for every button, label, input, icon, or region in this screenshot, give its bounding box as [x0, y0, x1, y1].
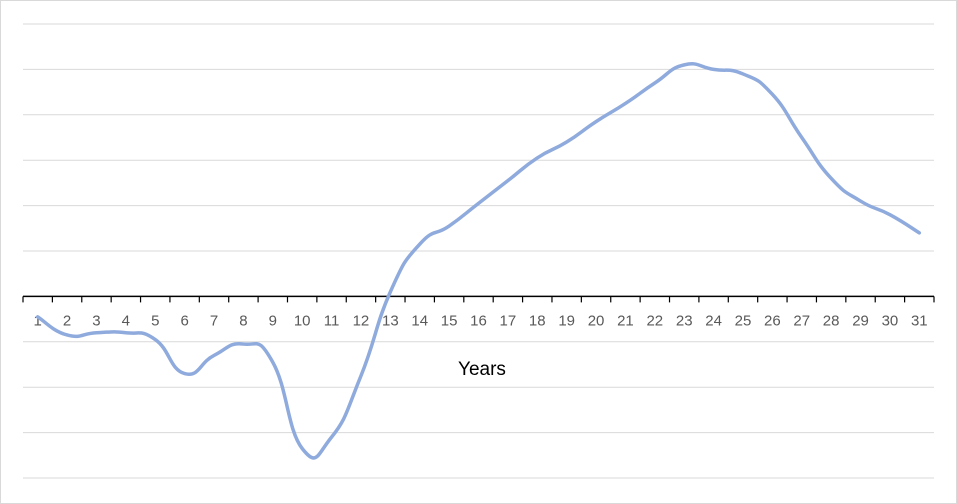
- data-point: [565, 140, 569, 144]
- x-tick-label: 30: [882, 312, 899, 329]
- x-tick-label: 23: [676, 312, 693, 329]
- data-point: [94, 331, 98, 335]
- x-tick-label: 2: [63, 312, 71, 329]
- data-point: [623, 101, 627, 105]
- x-axis: [22, 295, 935, 303]
- x-tick-label: 14: [411, 312, 428, 329]
- data-point: [65, 333, 69, 337]
- x-tick-label: 13: [382, 312, 399, 329]
- x-tick-label: 29: [852, 312, 869, 329]
- data-point: [359, 374, 363, 378]
- x-tick-label: 31: [911, 312, 928, 329]
- x-tick-label: 26: [764, 312, 781, 329]
- series-layer: [35, 62, 922, 460]
- data-point: [888, 213, 892, 217]
- data-point: [388, 290, 392, 294]
- x-tick-label: 22: [646, 312, 663, 329]
- data-point: [153, 338, 157, 342]
- x-tick-label: 25: [735, 312, 752, 329]
- series-line: [35, 62, 922, 460]
- x-tick-label: 19: [558, 312, 575, 329]
- x-tick-label: 12: [353, 312, 370, 329]
- data-point: [36, 315, 40, 319]
- x-tick-label: 28: [823, 312, 840, 329]
- x-tick-label: 1: [34, 312, 42, 329]
- data-point: [271, 360, 275, 364]
- data-point: [682, 63, 686, 67]
- x-tick-label: 8: [239, 312, 247, 329]
- data-point: [477, 201, 481, 205]
- x-tick-label: 18: [529, 312, 546, 329]
- x-tick-label: 7: [210, 312, 218, 329]
- data-point: [212, 353, 216, 357]
- x-tick-label: 15: [441, 312, 458, 329]
- data-point: [124, 331, 128, 335]
- data-point: [241, 342, 245, 346]
- data-point: [829, 176, 833, 180]
- data-point: [770, 92, 774, 96]
- data-point: [741, 72, 745, 76]
- data-point: [917, 231, 921, 235]
- data-point: [653, 81, 657, 85]
- x-axis-title: Years: [458, 359, 506, 380]
- x-tick-label: 27: [793, 312, 810, 329]
- x-tick-label: 9: [269, 312, 277, 329]
- x-tick-label: 21: [617, 312, 634, 329]
- x-tick-label: 11: [324, 312, 340, 329]
- x-tick-label: 10: [294, 312, 311, 329]
- gridlines: [23, 23, 934, 479]
- data-point: [712, 67, 716, 71]
- x-tick-label: 5: [151, 312, 159, 329]
- data-point: [447, 224, 451, 228]
- x-tick-label: 16: [470, 312, 487, 329]
- data-point: [800, 136, 804, 140]
- data-point: [300, 446, 304, 450]
- x-tick-label: 17: [500, 312, 517, 329]
- x-tick-label: 4: [122, 312, 130, 329]
- x-tick-label: 6: [180, 312, 188, 329]
- x-tick-label: 24: [705, 312, 722, 329]
- data-point: [506, 179, 510, 183]
- data-point: [594, 120, 598, 124]
- x-tick-labels: 1 2 3 4 5 6 7 8 9 10 11 12 13 14 15 16 17 18 19 20 21 22 23 24 2…: [34, 312, 928, 329]
- x-tick-label: 3: [92, 312, 100, 329]
- data-point: [418, 242, 422, 246]
- x-tick-label: 20: [588, 312, 605, 329]
- data-point: [535, 156, 539, 160]
- data-point: [330, 435, 334, 439]
- data-point: [183, 372, 187, 376]
- data-point: [859, 199, 863, 203]
